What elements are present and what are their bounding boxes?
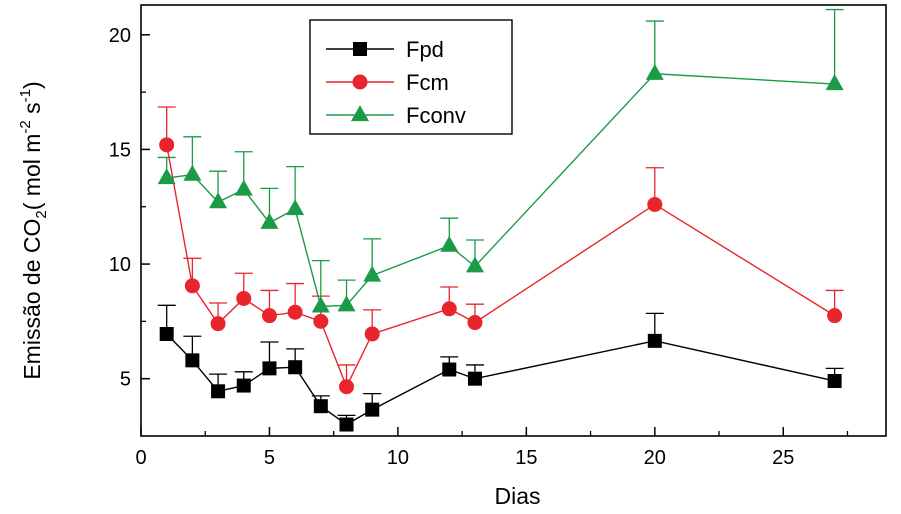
fcm-point [159, 137, 175, 153]
fpd-point [262, 361, 277, 376]
fpd-point [647, 333, 662, 348]
fconv-point [183, 164, 202, 181]
fcm-point [184, 278, 200, 294]
fcm-point [313, 313, 329, 329]
legend-fpd-label: Fpd [406, 37, 444, 62]
x-tick-label: 10 [387, 447, 409, 469]
fcm-point [647, 196, 663, 212]
fconv-point [440, 235, 459, 252]
fcm-point [210, 316, 226, 332]
fpd-point [159, 326, 174, 341]
fcm-line [166, 144, 835, 389]
fconv-point [465, 256, 484, 273]
y-tick-label: 5 [120, 369, 131, 391]
y-tick-label: 15 [109, 139, 131, 161]
axes: 0 5 10 15 20 25 5 10 15 20 [109, 25, 849, 469]
legend: Fpd Fcm Fconv [309, 19, 513, 135]
x-tick-label: 25 [772, 447, 794, 469]
fpd-point [442, 362, 457, 377]
x-tick-label: 20 [644, 447, 666, 469]
fpd-point [339, 417, 354, 432]
y-tick-label: 20 [109, 25, 131, 47]
fpd-line [166, 333, 835, 426]
fpd-point [211, 384, 226, 399]
fconv-point [825, 74, 844, 91]
fconv-point [645, 63, 664, 80]
y-axis-label-part: -2 [17, 120, 34, 133]
fcm-point [441, 301, 457, 317]
fcm-point [364, 326, 380, 342]
fconv-point [209, 192, 228, 209]
plot-frame [140, 4, 887, 437]
fconv-point [234, 179, 253, 196]
x-tick-label: 0 [135, 447, 146, 469]
y-tick-label: 10 [109, 254, 131, 276]
fpd-point [288, 360, 303, 375]
fcm-point [236, 290, 252, 306]
legend-fconv-label: Fconv [406, 103, 466, 128]
legend-fcm-label: Fcm [406, 70, 449, 95]
legend-fconv-marker [351, 105, 369, 122]
x-axis-label: Dias [494, 483, 540, 509]
fconv-point [260, 212, 279, 229]
fpd-point [236, 378, 251, 393]
fpd-point [467, 371, 482, 386]
y-axis-label-part: s [19, 102, 45, 120]
legend-fpd-marker [353, 42, 367, 56]
fconv-point [157, 168, 176, 185]
fpd-point [827, 373, 842, 388]
fcm-point [467, 315, 483, 331]
fcm-point [339, 379, 355, 395]
fpd-point [185, 353, 200, 368]
y-axis-label-part: Emissão de CO [19, 219, 45, 380]
x-tick-label: 15 [515, 447, 537, 469]
y-axis-label-part: ( mol m [19, 134, 45, 211]
x-tick-label: 5 [264, 447, 275, 469]
y-axis-label-part: -1 [17, 89, 34, 102]
fpd-point [313, 399, 328, 414]
y-axis-label-part: ) [19, 81, 45, 89]
fcm-point [287, 304, 303, 320]
fcm-point [827, 308, 843, 324]
legend-fcm-marker [352, 74, 368, 90]
y-axis-label: Emissão de CO2( mol m-2 s-1) [17, 81, 50, 379]
fcm-point [261, 308, 277, 324]
fconv-point [311, 296, 330, 313]
fpd-point [365, 402, 380, 417]
fconv-point [337, 295, 356, 312]
fconv-point [286, 199, 305, 216]
fconv-point [363, 265, 382, 282]
y-axis-label-part: 2 [33, 210, 50, 218]
data-markers [157, 63, 844, 432]
